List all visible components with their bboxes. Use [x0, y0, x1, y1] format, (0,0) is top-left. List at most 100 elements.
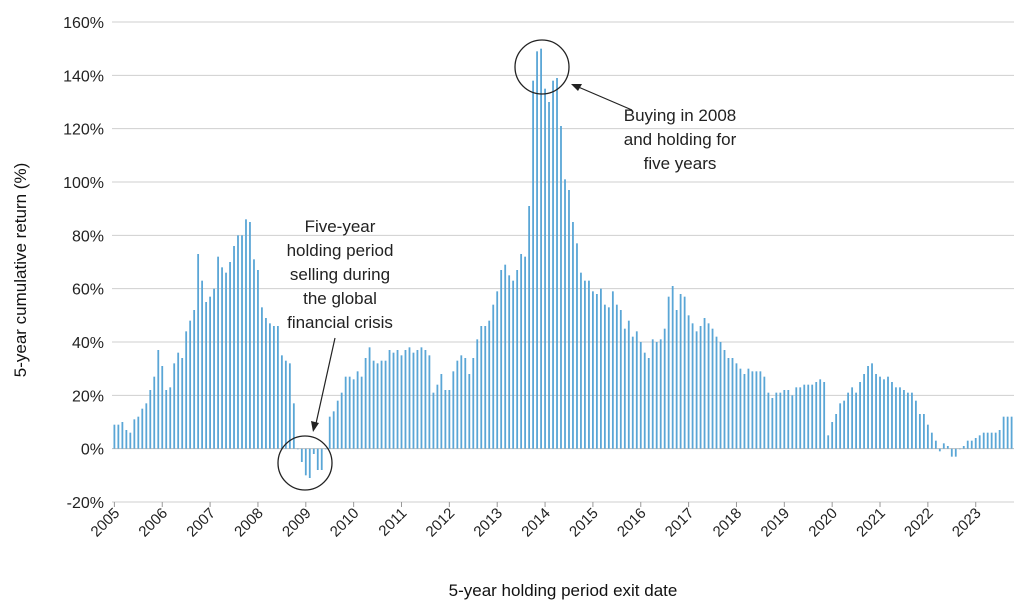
annotation-gfc-arrow [314, 337, 336, 429]
bar [727, 358, 730, 449]
bar [332, 411, 335, 449]
bar [492, 304, 495, 449]
bar [851, 387, 854, 449]
bar [799, 387, 802, 449]
bar [779, 392, 782, 449]
bar [791, 395, 794, 449]
bar [839, 403, 842, 449]
bar [356, 371, 359, 449]
bar [177, 352, 180, 449]
bar [169, 387, 172, 449]
bar [795, 387, 798, 449]
bar [651, 339, 654, 449]
annotation-gfc-circle [277, 435, 333, 491]
bar [843, 400, 846, 449]
annotation-peak-line-1: Buying in 2008 [624, 106, 736, 125]
bar [504, 264, 507, 449]
x-tick-label: 2016 [614, 505, 650, 541]
bar [237, 235, 239, 449]
bar [619, 310, 622, 449]
bar [508, 275, 511, 449]
bar [540, 48, 542, 449]
bar [735, 363, 738, 449]
bar [288, 363, 291, 449]
bar [711, 328, 714, 449]
bar [496, 291, 499, 449]
bar [855, 392, 857, 449]
bar [639, 342, 642, 449]
bar [324, 448, 327, 450]
bar [320, 448, 323, 470]
bar [994, 432, 997, 449]
y-axis-title: 5-year cumulative return (%) [11, 163, 30, 377]
bar [942, 443, 945, 449]
bar [444, 390, 447, 449]
bar [891, 382, 893, 449]
bar [233, 246, 235, 449]
bar [424, 350, 427, 449]
bar [631, 336, 634, 449]
y-tick-label: 40% [72, 335, 104, 352]
bar [592, 291, 594, 449]
bar [946, 446, 949, 449]
bar [185, 331, 188, 449]
bar [296, 448, 299, 450]
bar [265, 318, 267, 449]
bar [747, 368, 750, 449]
x-tick-label: 2022 [901, 505, 937, 541]
bar [962, 446, 965, 449]
bar [603, 304, 606, 449]
bar [867, 366, 869, 449]
bar [899, 387, 901, 449]
bar [308, 448, 311, 478]
bar [811, 384, 814, 449]
bar [548, 102, 550, 449]
bar [679, 294, 682, 449]
bar [974, 438, 977, 449]
bar [488, 320, 491, 449]
x-tick-label: 2018 [710, 505, 746, 541]
bar [863, 374, 865, 449]
y-tick-label: 80% [72, 228, 104, 245]
bar [970, 440, 973, 449]
bar [879, 376, 881, 449]
bar [911, 392, 913, 449]
bar [783, 390, 786, 449]
bar [368, 347, 371, 449]
bar [344, 376, 347, 449]
bar [703, 318, 706, 449]
annotation-peak-line-2: and holding for [624, 130, 737, 149]
bar [611, 291, 614, 449]
x-tick-label: 2013 [470, 505, 506, 541]
bar [133, 419, 136, 449]
bar [392, 352, 395, 449]
bar [803, 384, 806, 449]
bar [767, 392, 770, 449]
bar [380, 360, 383, 449]
bar [524, 256, 527, 449]
bar [312, 448, 315, 454]
bar [336, 400, 339, 449]
bar [304, 448, 307, 476]
bar [217, 256, 219, 449]
bar [161, 366, 164, 449]
y-tick-label: 100% [63, 175, 104, 192]
bar [986, 432, 989, 449]
bar [831, 422, 834, 449]
bar [1010, 416, 1013, 449]
annotation-peak-circle [514, 39, 570, 95]
bar [272, 326, 275, 449]
bar [460, 355, 463, 449]
bar [360, 376, 363, 449]
x-tick-label: 2007 [183, 505, 219, 541]
bar [763, 376, 766, 449]
annotation-gfc: Five-year holding period selling during … [277, 217, 393, 491]
bar [815, 382, 818, 449]
bar [1002, 416, 1005, 449]
bar [584, 280, 586, 449]
bar [982, 432, 985, 449]
bar [823, 382, 826, 449]
bar [659, 339, 662, 449]
bar [448, 390, 451, 449]
annotation-peak-arrowhead [571, 84, 582, 91]
